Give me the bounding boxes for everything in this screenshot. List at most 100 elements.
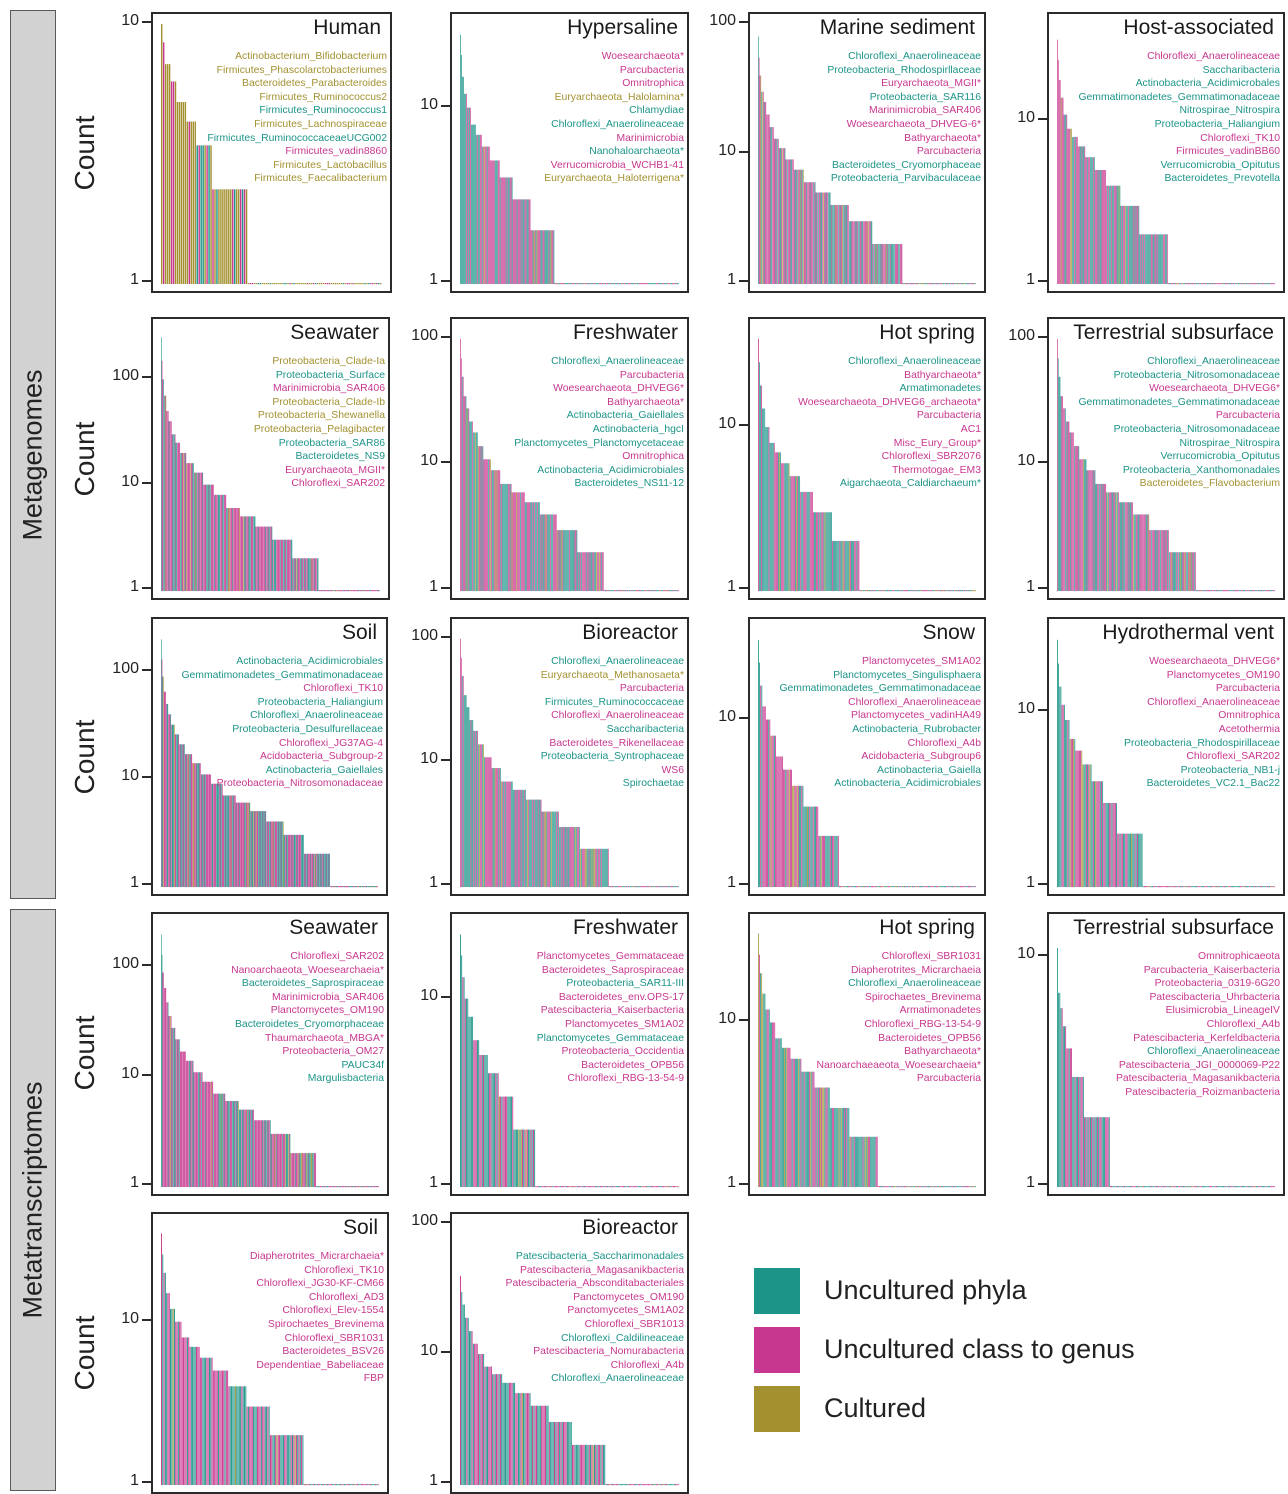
bar [308, 853, 309, 887]
bar [641, 1185, 643, 1188]
bar [330, 886, 332, 888]
bar [257, 1406, 258, 1485]
bar [606, 282, 608, 285]
panel-title: Snow [922, 621, 975, 644]
bar [526, 1393, 528, 1485]
bar [780, 756, 782, 887]
bar [162, 1254, 164, 1485]
bar [362, 1186, 363, 1188]
bar [934, 885, 936, 888]
bar [287, 539, 288, 591]
bar [189, 1060, 191, 1187]
bar [1101, 483, 1103, 591]
bar [658, 1483, 660, 1486]
bar [272, 1133, 273, 1187]
bar [583, 552, 584, 591]
bar [951, 282, 953, 285]
bar [783, 463, 785, 591]
bar [889, 244, 890, 284]
taxon-label: Firmicutes_Lachnospiraceae [254, 118, 387, 130]
bar [478, 1354, 479, 1485]
bar [1092, 1117, 1094, 1187]
bar [764, 101, 766, 284]
bar [192, 763, 194, 887]
bar [359, 590, 360, 592]
bar [1216, 1185, 1217, 1188]
bar [256, 1120, 257, 1187]
bar [328, 282, 331, 285]
bar [815, 806, 816, 887]
bar [555, 514, 557, 591]
bar [616, 589, 618, 592]
bar [956, 282, 958, 285]
bar [931, 589, 933, 592]
bar [839, 885, 840, 888]
bar [476, 432, 478, 591]
bar [927, 589, 929, 592]
bar [564, 282, 566, 285]
bar [530, 230, 532, 284]
bar [1164, 885, 1166, 888]
bar [274, 821, 275, 887]
bar [900, 1185, 902, 1188]
bar [1253, 282, 1254, 285]
bar [808, 1071, 809, 1187]
bar [327, 853, 328, 887]
bar [1066, 421, 1068, 591]
bar [576, 530, 578, 591]
bar-series [161, 24, 382, 285]
bar [1209, 1185, 1210, 1188]
bar [1171, 552, 1173, 591]
bar [1163, 1185, 1164, 1188]
bar [255, 1120, 257, 1187]
bar [243, 802, 245, 887]
bar [832, 835, 834, 887]
bar [906, 282, 908, 285]
bar [1246, 589, 1247, 592]
bar [783, 769, 784, 887]
bar [204, 145, 206, 284]
bar [1161, 530, 1163, 591]
bar [604, 1444, 606, 1485]
bar [591, 552, 593, 591]
bar [199, 763, 201, 887]
bar [859, 885, 861, 888]
bar [280, 539, 282, 591]
bar [1171, 1185, 1173, 1188]
bar [676, 1185, 678, 1188]
taxon-label: Firmicutes_Phascolarctobacteriumes [216, 64, 387, 76]
bar [357, 886, 359, 888]
bar [269, 526, 270, 591]
bar [263, 1406, 265, 1485]
bar [511, 1096, 512, 1187]
bar [812, 182, 813, 284]
bar [914, 282, 915, 285]
bar [340, 886, 341, 888]
bar [573, 1444, 575, 1485]
taxon-label: Proteobacteria_SAR11-III [566, 978, 684, 990]
bar [865, 221, 867, 284]
bar [324, 282, 327, 285]
bar [571, 282, 573, 285]
bar [799, 785, 800, 887]
bar [898, 885, 900, 888]
bar [591, 282, 593, 285]
bar [249, 802, 251, 887]
bar [252, 516, 254, 591]
bar [483, 459, 485, 591]
bar [1226, 1185, 1228, 1188]
bar [560, 1421, 562, 1485]
bar [881, 244, 883, 284]
bar [667, 589, 669, 592]
bar [340, 282, 342, 285]
bar [165, 691, 166, 887]
bar [842, 540, 844, 591]
bar [663, 885, 665, 888]
bar [956, 589, 958, 592]
bar [565, 1185, 567, 1188]
bar [614, 1483, 616, 1486]
bar [860, 1136, 862, 1187]
bar [798, 169, 800, 284]
plot-area: Seawater Proteobacteria_Clade-Ia Proteobac… [151, 317, 390, 600]
bar [599, 282, 601, 285]
